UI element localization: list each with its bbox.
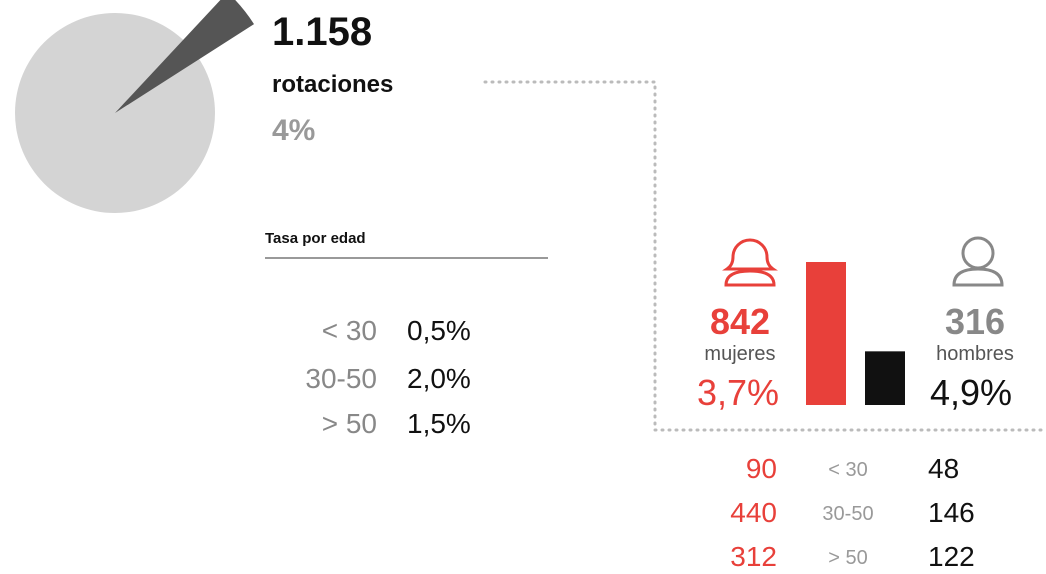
age-rate: 2,0% — [407, 363, 471, 394]
female-age-count: 440 — [730, 497, 777, 528]
female-age-count: 90 — [746, 453, 777, 484]
age-rate: 0,5% — [407, 315, 471, 346]
bar — [806, 262, 846, 405]
total-label: rotaciones — [272, 71, 393, 98]
male-rate: 4,9% — [930, 372, 1012, 413]
male-age-count: 122 — [928, 541, 975, 572]
male-age-count: 146 — [928, 497, 975, 528]
pie-slice — [115, 0, 255, 113]
connector — [483, 80, 1046, 432]
female-label: mujeres — [704, 343, 775, 365]
male-icon — [952, 236, 1004, 287]
female-icon — [722, 238, 778, 287]
age-group: > 50 — [828, 547, 867, 569]
female-age-count: 312 — [730, 541, 777, 572]
bar — [865, 351, 905, 405]
female-rate: 3,7% — [697, 372, 779, 413]
male-label: hombres — [936, 343, 1014, 365]
age-rate: 1,5% — [407, 408, 471, 439]
total-rate: 4% — [272, 114, 315, 147]
male-count: 316 — [945, 301, 1005, 342]
male-age-count: 48 — [928, 453, 959, 484]
age-group: < 30 — [828, 459, 867, 481]
age-label: < 30 — [322, 315, 377, 346]
age-group: 30-50 — [822, 503, 873, 525]
age-label: 30-50 — [305, 363, 377, 394]
total-count: 1.158 — [272, 10, 372, 54]
female-count: 842 — [710, 301, 770, 342]
age-rate-title: Tasa por edad — [265, 230, 366, 247]
age-label: > 50 — [322, 408, 377, 439]
